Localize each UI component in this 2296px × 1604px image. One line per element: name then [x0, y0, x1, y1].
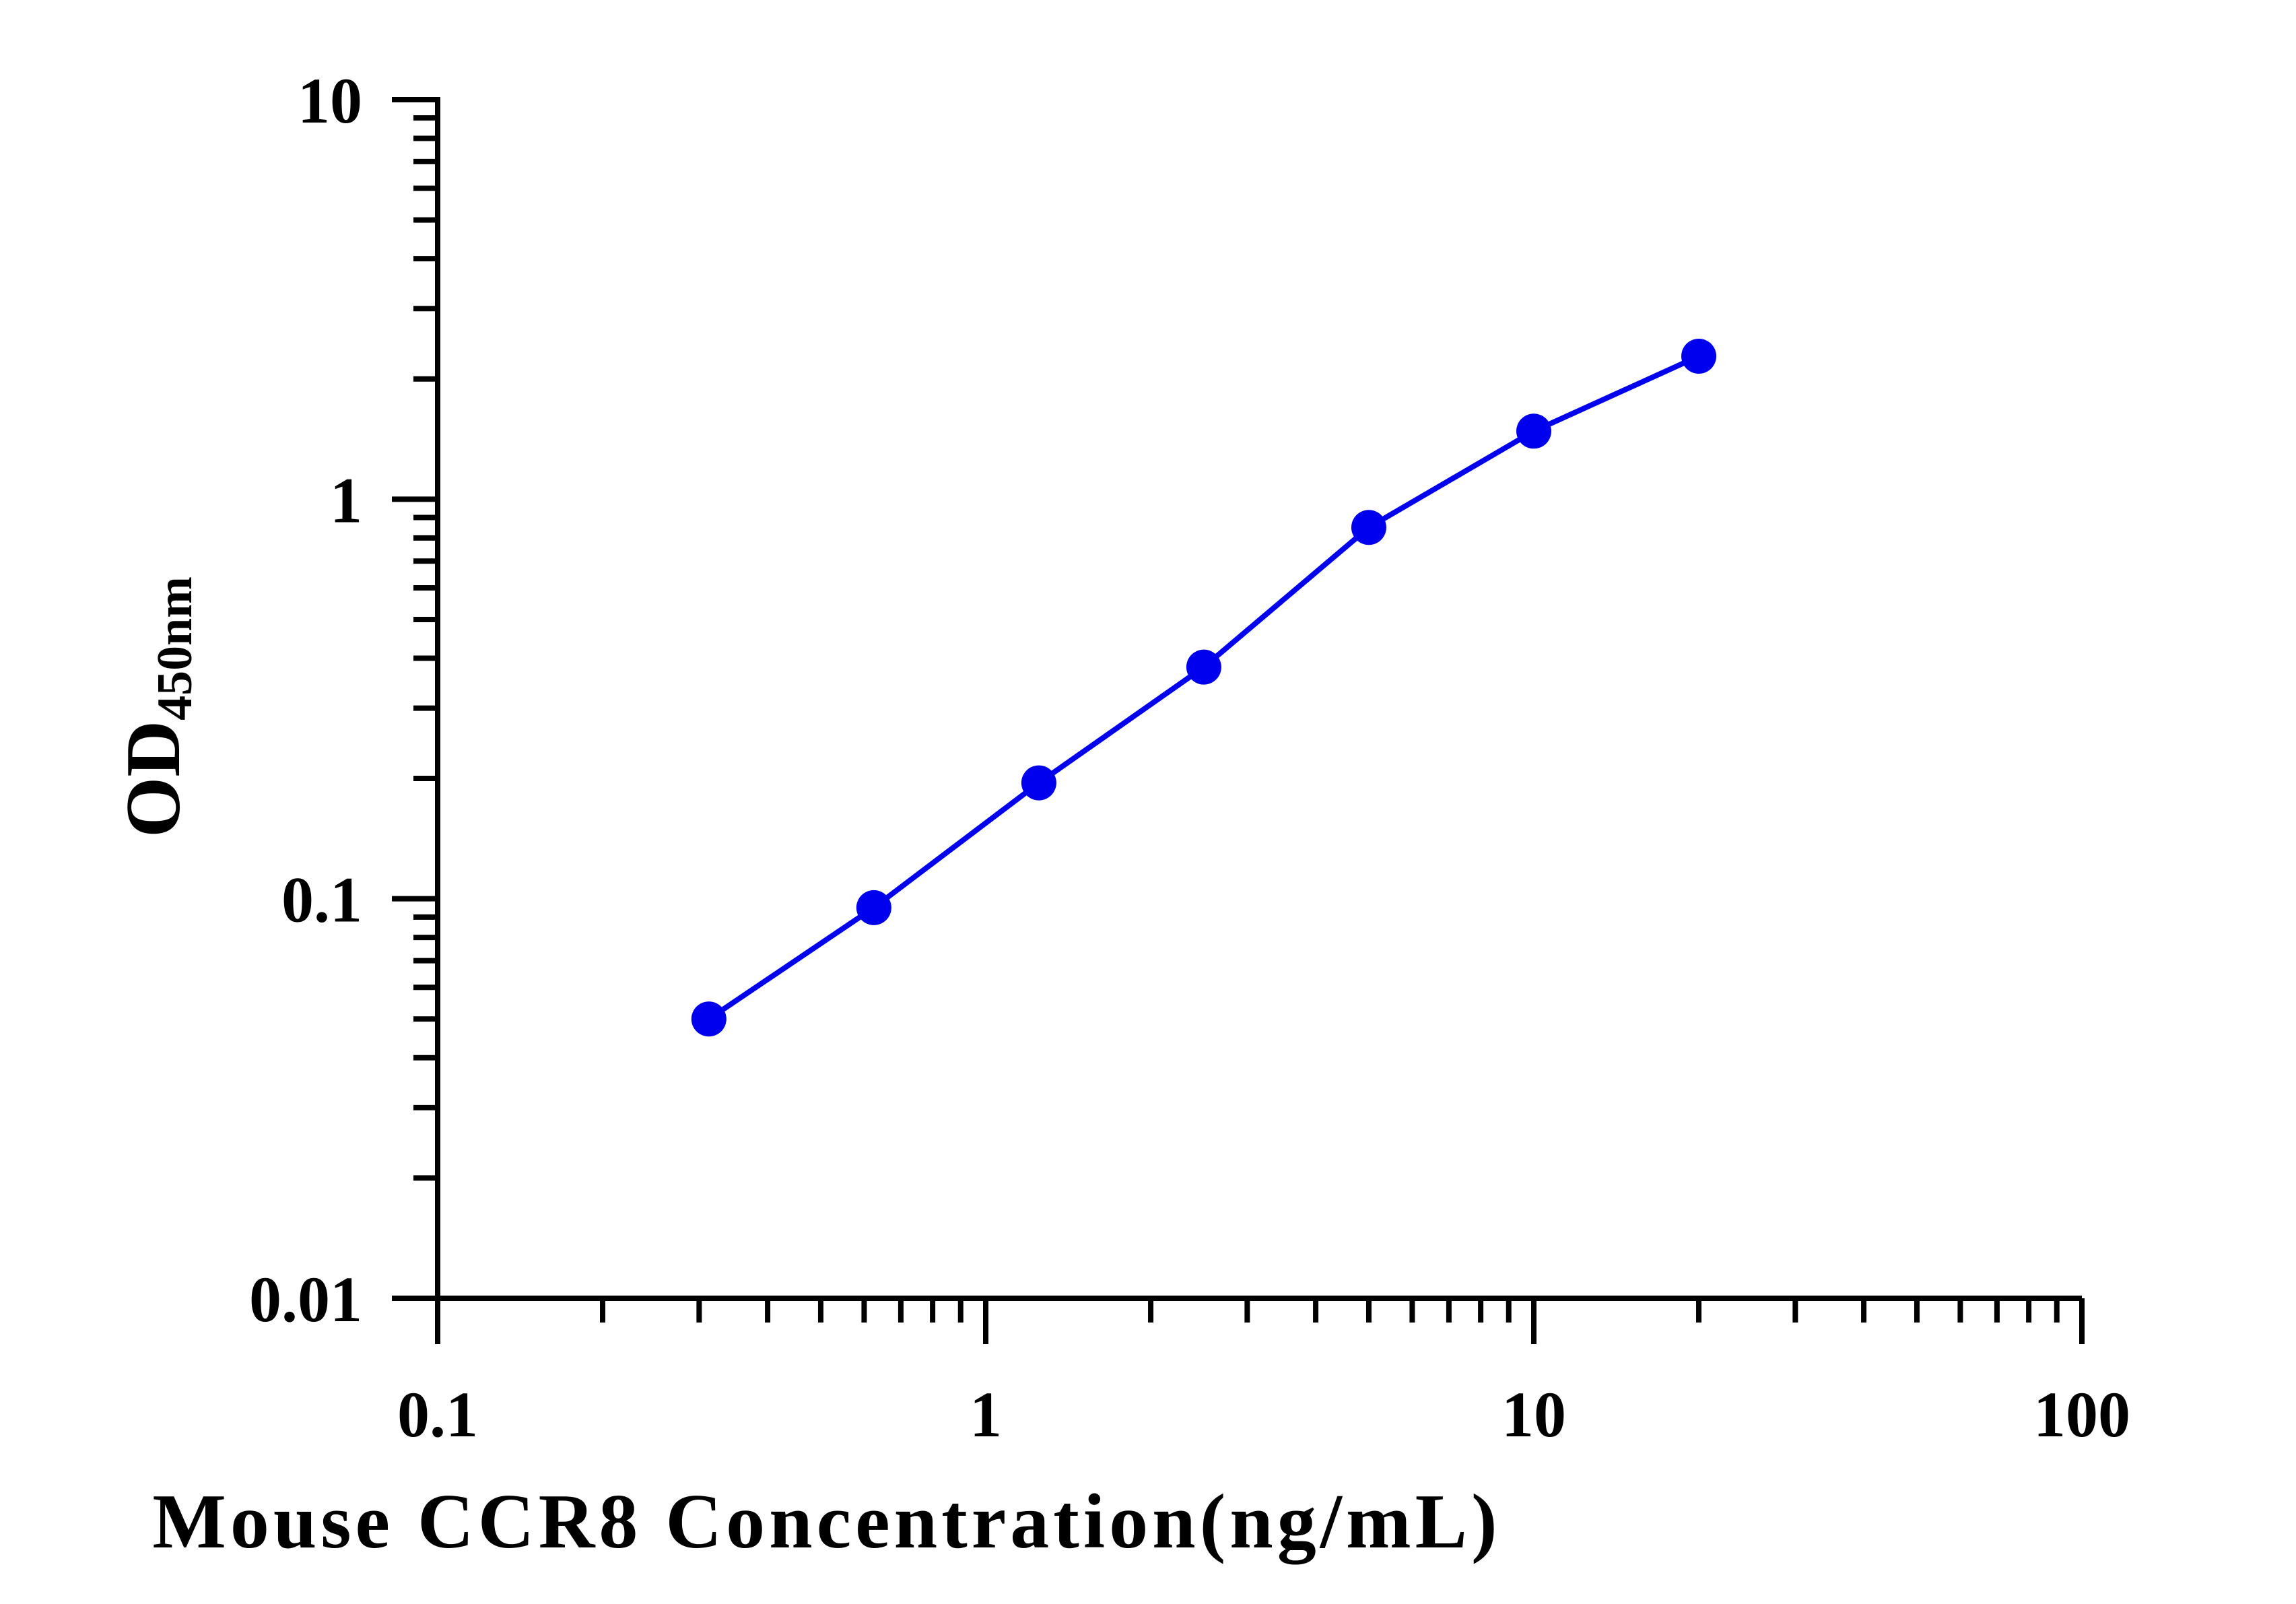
x-axis-title: Mouse CCR8 Concentration(ng/mL): [152, 1479, 1501, 1565]
y-tick-label: 10: [298, 65, 362, 137]
x-tick-label: 100: [2033, 1378, 2130, 1450]
data-point: [1351, 510, 1386, 545]
y-tick-label: 0.01: [249, 1263, 362, 1335]
y-axis-title-main: OD: [110, 721, 197, 838]
axes: [392, 97, 2085, 1344]
data-point: [1516, 413, 1551, 449]
data-point: [1681, 338, 1717, 374]
tick-labels: 0.01 0.1 1 10 0.1 1 10 100: [249, 65, 2130, 1450]
x-tick-label: 1: [970, 1378, 1002, 1450]
y-tick-label: 0.1: [281, 864, 362, 936]
data-point: [1186, 649, 1221, 685]
data-point: [856, 890, 891, 925]
x-tick-label: 0.1: [397, 1378, 478, 1450]
series-layer: [691, 338, 1717, 1037]
x-tick-label: 10: [1501, 1378, 1566, 1450]
y-axis-title-sub: 450nm: [147, 576, 203, 721]
y-axis-title-group: OD450nm: [110, 576, 203, 838]
y-axis-title: OD450nm: [110, 576, 203, 838]
data-point: [1021, 765, 1056, 801]
y-tick-label: 1: [330, 464, 362, 536]
data-point: [691, 1001, 727, 1037]
series-line: [707, 354, 1700, 1022]
